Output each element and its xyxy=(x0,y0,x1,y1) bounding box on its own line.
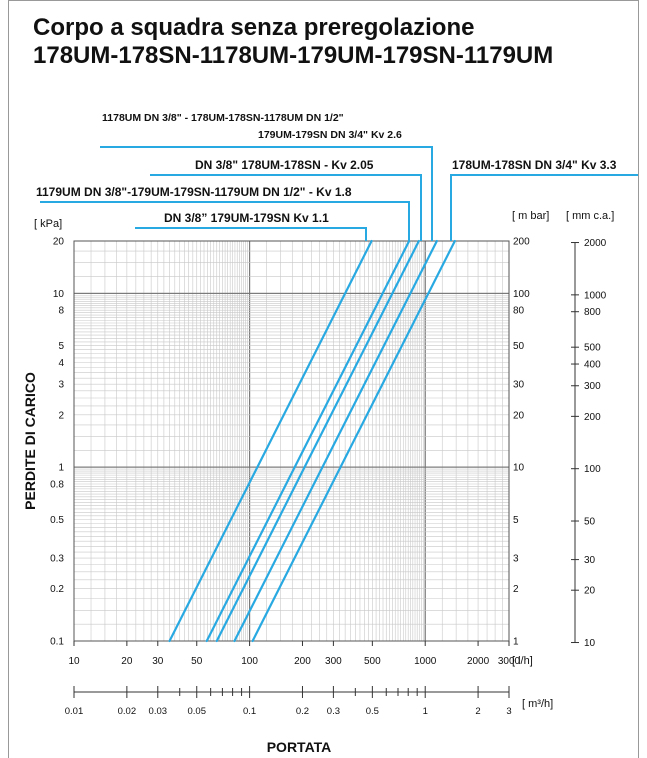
x-unit-label: [ l/h] xyxy=(512,655,533,667)
x2-tick-label: 0.05 xyxy=(187,706,206,717)
y3-tick-label: 500 xyxy=(584,343,601,354)
label-leaders xyxy=(40,146,638,241)
frame-left-border xyxy=(8,0,9,758)
x2-tick-label: 0.5 xyxy=(366,706,379,717)
y-tick-label: 1 xyxy=(58,463,64,474)
y-tick-label: 2 xyxy=(58,410,64,421)
y3-tick-label: 100 xyxy=(584,464,601,475)
series-line-kv-3-3 xyxy=(251,239,456,643)
y-tick-label: 0.5 xyxy=(50,515,64,526)
x-axis-title: PORTATA xyxy=(267,739,332,755)
y3-tick-label: 30 xyxy=(584,555,596,566)
y2-tick-label: 1 xyxy=(513,637,519,648)
label-kv18: 1179UM DN 3/8"-179UM-179SN-1179UM DN 1/2… xyxy=(36,185,352,199)
plot-area-border xyxy=(73,240,510,642)
x2-tick-label: 0.1 xyxy=(243,706,256,717)
y-tick-label: 0.3 xyxy=(50,554,64,565)
series-line-kv-2-6 xyxy=(233,239,438,643)
y-tick-label: 10 xyxy=(53,289,65,300)
x-tick-label: 30 xyxy=(152,656,164,667)
x-axis-ticks: 10 20 30 50 100 200 300 500 1000 2000 3000 xyxy=(68,641,521,667)
y3-tick-label: 1000 xyxy=(584,290,607,301)
leader-kv11 xyxy=(135,227,367,241)
y3-axis: 10 20 30 50 100 200 300 400 500 800 1000 2000 xyxy=(571,238,607,649)
x2-tick-label: 0.01 xyxy=(65,706,84,717)
x2-unit-label: [ m³/h] xyxy=(522,698,553,710)
label-kv26-line2: 179UM-179SN DN 3/4" Kv 2.6 xyxy=(258,129,402,141)
y-axis-ticks: 0.1 0.2 0.3 0.5 0.8 1 2 3 4 5 8 10 20 xyxy=(50,237,64,648)
y3-tick-label: 50 xyxy=(584,517,596,528)
x-tick-label: 50 xyxy=(191,656,203,667)
y-unit-label: [ kPa] xyxy=(34,218,62,230)
leader-kv18 xyxy=(40,201,410,241)
y-axis-title: PERDITE DI CARICO xyxy=(22,372,38,510)
leader-kv205 xyxy=(150,174,422,241)
y3-tick-label: 300 xyxy=(584,381,601,392)
x-tick-label: 500 xyxy=(364,656,381,667)
y2-tick-label: 50 xyxy=(513,341,525,352)
x2-tick-label: 1 xyxy=(423,706,428,717)
y2-tick-label: 100 xyxy=(513,289,530,300)
x2-tick-label: 3 xyxy=(506,706,511,717)
series-line-kv-1-8 xyxy=(205,239,411,643)
page-title: Corpo a squadra senza preregolazione xyxy=(33,14,475,41)
x-tick-label: 2000 xyxy=(467,656,490,667)
y2-axis-ticks: 1 2 3 5 10 20 30 50 80 100 200 xyxy=(513,237,530,648)
y-tick-label: 4 xyxy=(58,358,64,369)
series-lines xyxy=(168,239,456,643)
y3-tick-label: 10 xyxy=(584,638,596,649)
frame-top-border xyxy=(8,0,639,1)
label-kv26-line1: 1178UM DN 3/8" - 178UM-178SN-1178UM DN 1… xyxy=(102,112,344,124)
x2-tick-label: 0.2 xyxy=(296,706,309,717)
y2-tick-label: 30 xyxy=(513,380,525,391)
x-tick-label: 300 xyxy=(325,656,342,667)
y2-tick-label: 20 xyxy=(513,410,525,421)
y-tick-label: 0.1 xyxy=(50,637,64,648)
y2-tick-label: 200 xyxy=(513,237,530,248)
y2-tick-label: 5 xyxy=(513,515,519,526)
x-tick-label: 3000 xyxy=(498,656,521,667)
x2-tick-label: 0.3 xyxy=(327,706,340,717)
y2-tick-label: 80 xyxy=(513,306,525,317)
chart-grid xyxy=(73,240,510,642)
y2-tick-label: 2 xyxy=(513,584,519,595)
leader-kv26 xyxy=(100,146,433,241)
x2-tick-label: 0.02 xyxy=(118,706,137,717)
label-kv11: DN 3/8” 179UM-179SN Kv 1.1 xyxy=(164,211,329,225)
leader-kv33 xyxy=(450,174,638,241)
series-line-kv-2-05 xyxy=(215,239,420,643)
x-tick-label: 10 xyxy=(68,656,80,667)
y3-tick-label: 200 xyxy=(584,412,601,423)
y2-tick-label: 10 xyxy=(513,463,525,474)
y-tick-label: 0.8 xyxy=(50,480,64,491)
x2-tick-label: 2 xyxy=(475,706,480,717)
x-tick-label: 20 xyxy=(121,656,133,667)
series-line-kv-1-1 xyxy=(168,239,373,643)
x2-axis: 0.01 0.02 0.03 0.05 0.1 0.2 0.3 0.5 1 2 3 xyxy=(65,686,512,717)
y3-tick-label: 2000 xyxy=(584,238,607,249)
x-tick-label: 200 xyxy=(294,656,311,667)
frame-right-border xyxy=(638,0,639,758)
y3-tick-label: 800 xyxy=(584,307,601,318)
label-kv205: DN 3/8" 178UM-178SN - Kv 2.05 xyxy=(195,158,374,172)
y2-tick-label: 3 xyxy=(513,554,519,565)
y-tick-label: 5 xyxy=(58,341,64,352)
page-subtitle: 178UM-178SN-1178UM-179UM-179SN-1179UM xyxy=(33,42,554,69)
y3-tick-label: 20 xyxy=(584,586,596,597)
x-tick-label: 1000 xyxy=(414,656,437,667)
y-tick-label: 20 xyxy=(53,237,65,248)
x2-tick-label: 0.03 xyxy=(149,706,168,717)
y-tick-label: 0.2 xyxy=(50,584,64,595)
y-tick-label: 3 xyxy=(58,380,64,391)
x-tick-label: 100 xyxy=(241,656,258,667)
y3-unit-label: [ mm c.a.] xyxy=(566,210,614,222)
y2-unit-label: [ m bar] xyxy=(512,210,549,222)
label-kv33: 178UM-178SN DN 3/4" Kv 3.3 xyxy=(452,158,617,172)
y3-tick-label: 400 xyxy=(584,360,601,371)
y-tick-label: 8 xyxy=(58,306,64,317)
